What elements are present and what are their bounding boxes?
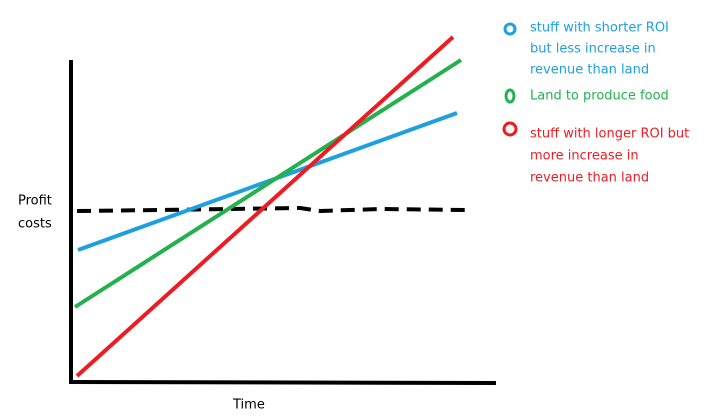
red-line (75, 35, 455, 378)
legend-text: more increase in (530, 149, 639, 164)
legend-text: stuff with shorter ROI (530, 21, 669, 36)
legend-text: revenue than land (530, 171, 649, 186)
x-axis-label: Time (232, 398, 265, 413)
legend-marker (503, 22, 517, 36)
y-axis-label: costs (18, 217, 52, 232)
legend-marker (504, 88, 516, 104)
y-axis-label: Profit (18, 194, 52, 209)
legend-text: revenue than land (530, 63, 649, 78)
green-line (73, 58, 463, 309)
x-axis (68, 380, 497, 385)
cost-line (76, 205, 468, 214)
legend-text: stuff with longer ROI but (530, 127, 689, 142)
legend-marker (502, 121, 518, 137)
legend-text: Land to produce food (530, 89, 669, 104)
legend-text: but less increase in (530, 42, 656, 57)
